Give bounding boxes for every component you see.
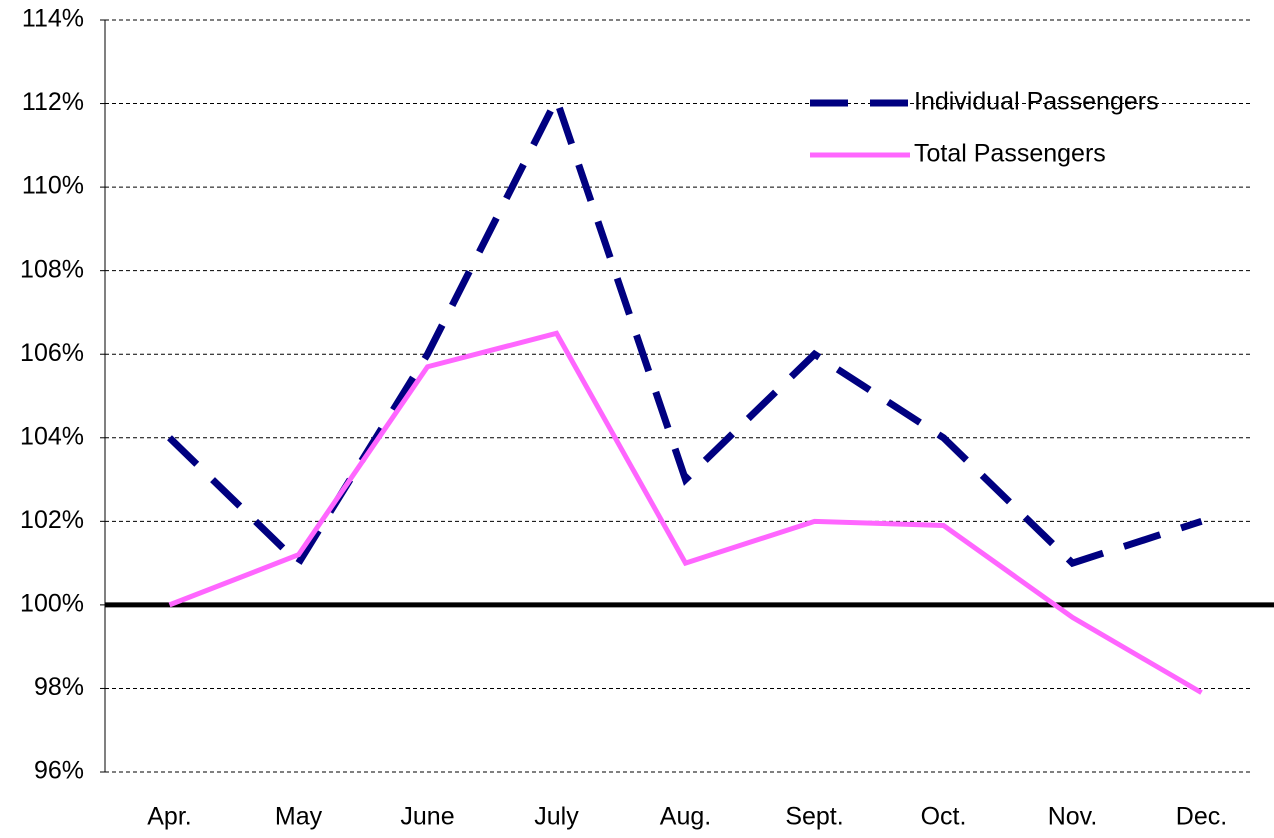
- series-line: [168, 330, 1203, 695]
- y-tick-label: 106%: [20, 339, 84, 367]
- y-tick-label: 104%: [20, 422, 84, 450]
- x-tick-label: Dec.: [1176, 803, 1227, 831]
- y-tick-label: 96%: [34, 757, 84, 785]
- y-tick-label: 98%: [34, 673, 84, 701]
- x-tick-label: June: [400, 803, 454, 831]
- x-tick-label: July: [534, 803, 579, 831]
- x-tick-label: Nov.: [1048, 803, 1098, 831]
- y-tick-label: 100%: [20, 589, 84, 617]
- y-tick-label: 114%: [22, 5, 84, 33]
- legend-label: Individual Passengers: [914, 88, 1159, 116]
- y-tick-label: 108%: [20, 255, 84, 283]
- x-tick-label: Sept.: [785, 803, 843, 831]
- legend-label: Total Passengers: [914, 140, 1106, 168]
- y-tick-label: 102%: [20, 506, 84, 534]
- x-tick-label: Aug.: [660, 803, 711, 831]
- x-tick-label: Apr.: [147, 803, 191, 831]
- y-tick-label: 110%: [22, 172, 84, 200]
- y-tick-label: 112%: [22, 88, 84, 116]
- x-tick-label: May: [275, 803, 323, 831]
- series-line: [167, 90, 1203, 569]
- x-tick-label: Oct.: [921, 803, 967, 831]
